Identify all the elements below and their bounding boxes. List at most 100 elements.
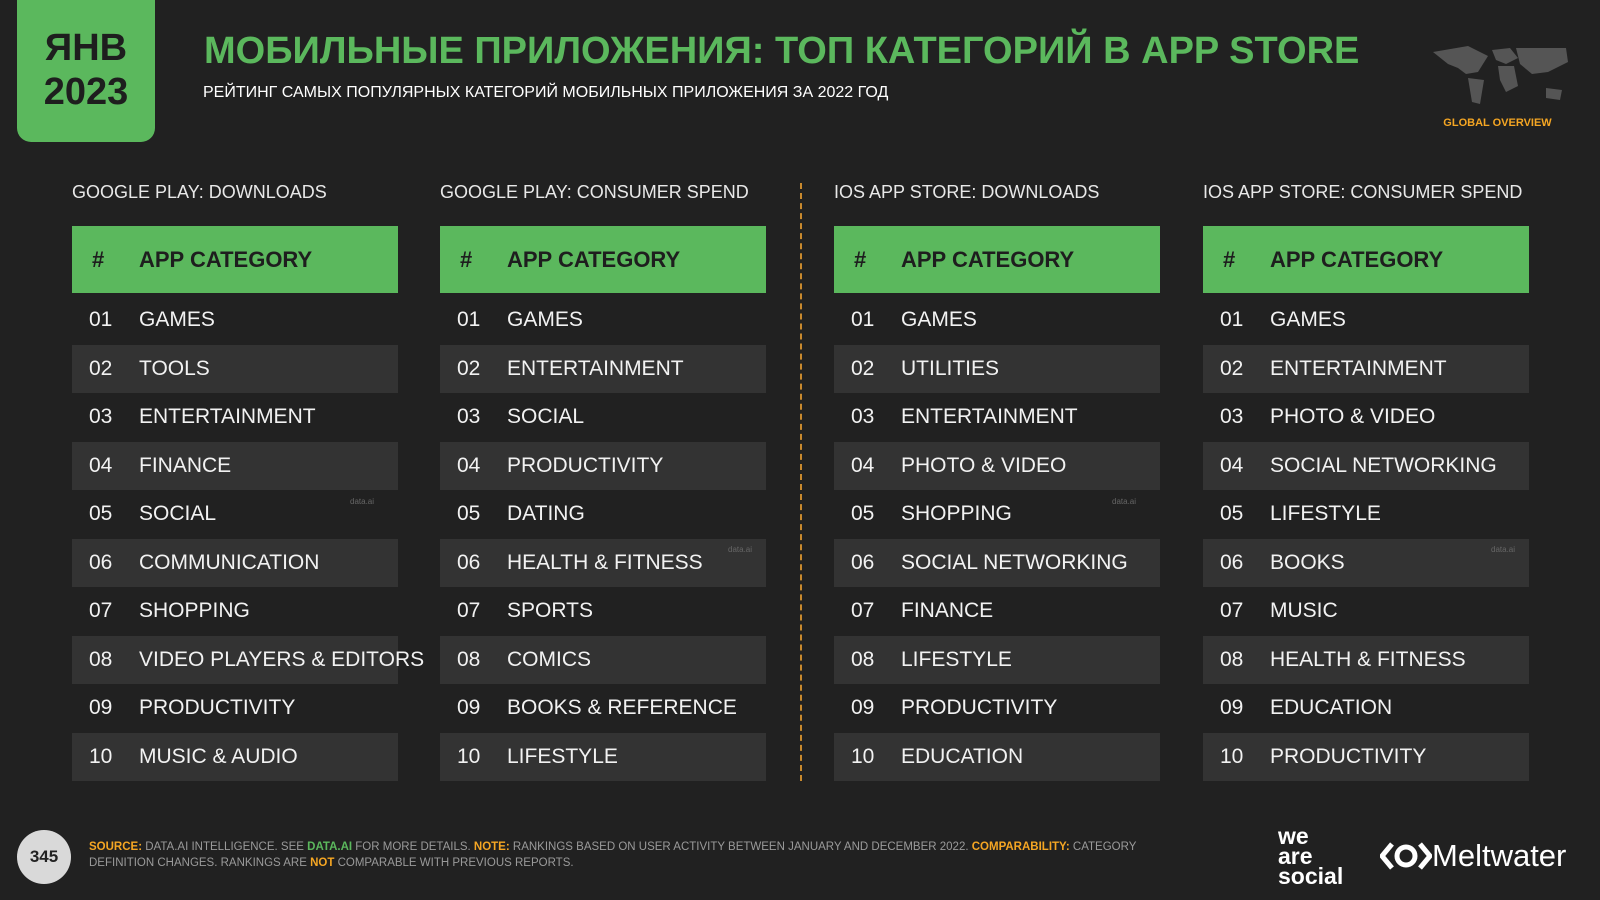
table-row: 04 SOCIAL NETWORKING [1203, 441, 1529, 490]
category-cell: SOCIAL NETWORKING [1270, 453, 1497, 477]
table-row: 03 ENTERTAINMENT [834, 393, 1160, 442]
table-row: 08 LIFESTYLE [834, 635, 1160, 684]
table-row: 01 GAMES [834, 296, 1160, 345]
rank-cell: 03 [89, 405, 113, 429]
table-row: 10 MUSIC & AUDIO [72, 732, 398, 781]
table-row: 05 SHOPPING [834, 490, 1160, 539]
table-header: # APP CATEGORY [834, 226, 1160, 293]
table-row: 06 BOOKS [1203, 538, 1529, 587]
rank-cell: 04 [1220, 453, 1244, 477]
table-row: 07 SHOPPING [72, 587, 398, 636]
header-cell: APP CATEGORY [507, 246, 681, 272]
header-cell: # [92, 246, 105, 272]
rank-cell: 02 [89, 356, 113, 380]
rank-cell: 01 [1220, 308, 1244, 332]
category-cell: EDUCATION [901, 744, 1024, 768]
footnote-segment: COMPARABILITY: [971, 841, 1073, 853]
rank-cell: 08 [1220, 647, 1244, 671]
table-title: IOS APP STORE: DOWNLOADS [834, 182, 1100, 202]
table-header: # APP CATEGORY [440, 226, 766, 293]
rank-cell: 09 [851, 696, 875, 720]
category-cell: PRODUCTIVITY [901, 696, 1058, 720]
table-row: 03 PHOTO & VIDEO [1203, 393, 1529, 442]
table-row: 02 ENTERTAINMENT [440, 344, 766, 393]
category-cell: EDUCATION [1270, 696, 1393, 720]
world-map-icon [1433, 46, 1568, 104]
category-cell: LIFESTYLE [507, 744, 618, 768]
category-cell: DATING [507, 502, 585, 526]
table-title: IOS APP STORE: CONSUMER SPEND [1203, 182, 1523, 202]
rank-cell: 09 [1220, 696, 1244, 720]
footnote-segment: DATA.AI [307, 841, 353, 853]
table-row: 01 GAMES [440, 296, 766, 345]
date-badge: ЯНВ 2023 [17, 0, 155, 142]
table-row: 04 PHOTO & VIDEO [834, 441, 1160, 490]
rank-cell: 03 [851, 405, 875, 429]
rank-cell: 02 [851, 356, 875, 380]
category-cell: HEALTH & FITNESS [1270, 647, 1466, 671]
category-cell: LIFESTYLE [1270, 502, 1381, 526]
category-cell: GAMES [901, 308, 977, 332]
table-header: # APP CATEGORY [1203, 226, 1529, 293]
rank-cell: 08 [457, 647, 481, 671]
table-row: 08 VIDEO PLAYERS & EDITORS [72, 635, 424, 684]
rank-cell: 02 [1220, 356, 1244, 380]
header-cell: # [460, 246, 473, 272]
table-row: 08 HEALTH & FITNESS [1203, 635, 1529, 684]
table-row: 05 DATING [440, 490, 766, 539]
rank-cell: 07 [89, 599, 113, 623]
category-cell: GAMES [139, 308, 215, 332]
footnote-segment: NOT [310, 857, 335, 869]
category-cell: PHOTO & VIDEO [901, 453, 1067, 477]
rank-cell: 01 [457, 308, 481, 332]
footnote-segment: COMPARABLE WITH PREVIOUS REPORTS. [334, 857, 574, 869]
table-row: 10 LIFESTYLE [440, 732, 766, 781]
rank-cell: 09 [89, 696, 113, 720]
category-cell: SOCIAL [507, 405, 585, 429]
rank-cell: 07 [851, 599, 875, 623]
watermark: data.ai [350, 497, 375, 506]
rank-cell: 07 [1220, 599, 1244, 623]
page-number: 345 [17, 830, 71, 884]
logo-line: we [1278, 823, 1309, 849]
section-label: GLOBAL OVERVIEW [1443, 117, 1552, 129]
table-row: 07 SPORTS [440, 587, 766, 636]
table-header: # APP CATEGORY [72, 226, 398, 293]
watermark: data.ai [1112, 497, 1137, 506]
rank-cell: 04 [851, 453, 875, 477]
category-cell: PRODUCTIVITY [139, 696, 296, 720]
table-row: 09 PRODUCTIVITY [72, 684, 398, 733]
rank-cell: 07 [457, 599, 481, 623]
category-cell: SPORTS [507, 599, 593, 623]
table-row: 07 FINANCE [834, 587, 1160, 636]
category-cell: MUSIC & AUDIO [139, 744, 298, 768]
rank-cell: 05 [1220, 502, 1244, 526]
category-cell: ENTERTAINMENT [901, 405, 1078, 429]
rank-cell: 06 [457, 550, 481, 574]
rank-cell: 10 [1220, 744, 1244, 768]
table-row: 07 MUSIC [1203, 587, 1529, 636]
header-cell: APP CATEGORY [1270, 246, 1444, 272]
logo-we-are-social: we are social [1278, 823, 1343, 888]
table-row: 03 SOCIAL [440, 393, 766, 442]
rank-cell: 04 [89, 453, 113, 477]
rank-cell: 04 [457, 453, 481, 477]
rank-cell: 03 [457, 405, 481, 429]
logo-meltwater: Meltwater [1378, 838, 1567, 874]
category-cell: FINANCE [901, 599, 994, 623]
category-cell: SOCIAL NETWORKING [901, 550, 1128, 574]
watermark: data.ai [1491, 545, 1516, 554]
category-cell: UTILITIES [901, 356, 1000, 380]
table-row: 02 TOOLS [72, 344, 398, 393]
category-cell: HEALTH & FITNESS [507, 550, 703, 574]
rank-cell: 08 [851, 647, 875, 671]
logo-icon [1378, 842, 1434, 870]
table-title: GOOGLE PLAY: CONSUMER SPEND [440, 182, 749, 202]
category-cell: ENTERTAINMENT [139, 405, 316, 429]
watermark: data.ai [728, 545, 753, 554]
logo-text: Meltwater [1432, 838, 1567, 873]
footnote-segment: SOURCE: [89, 841, 146, 853]
category-cell: COMICS [507, 647, 591, 671]
rank-cell: 10 [851, 744, 875, 768]
